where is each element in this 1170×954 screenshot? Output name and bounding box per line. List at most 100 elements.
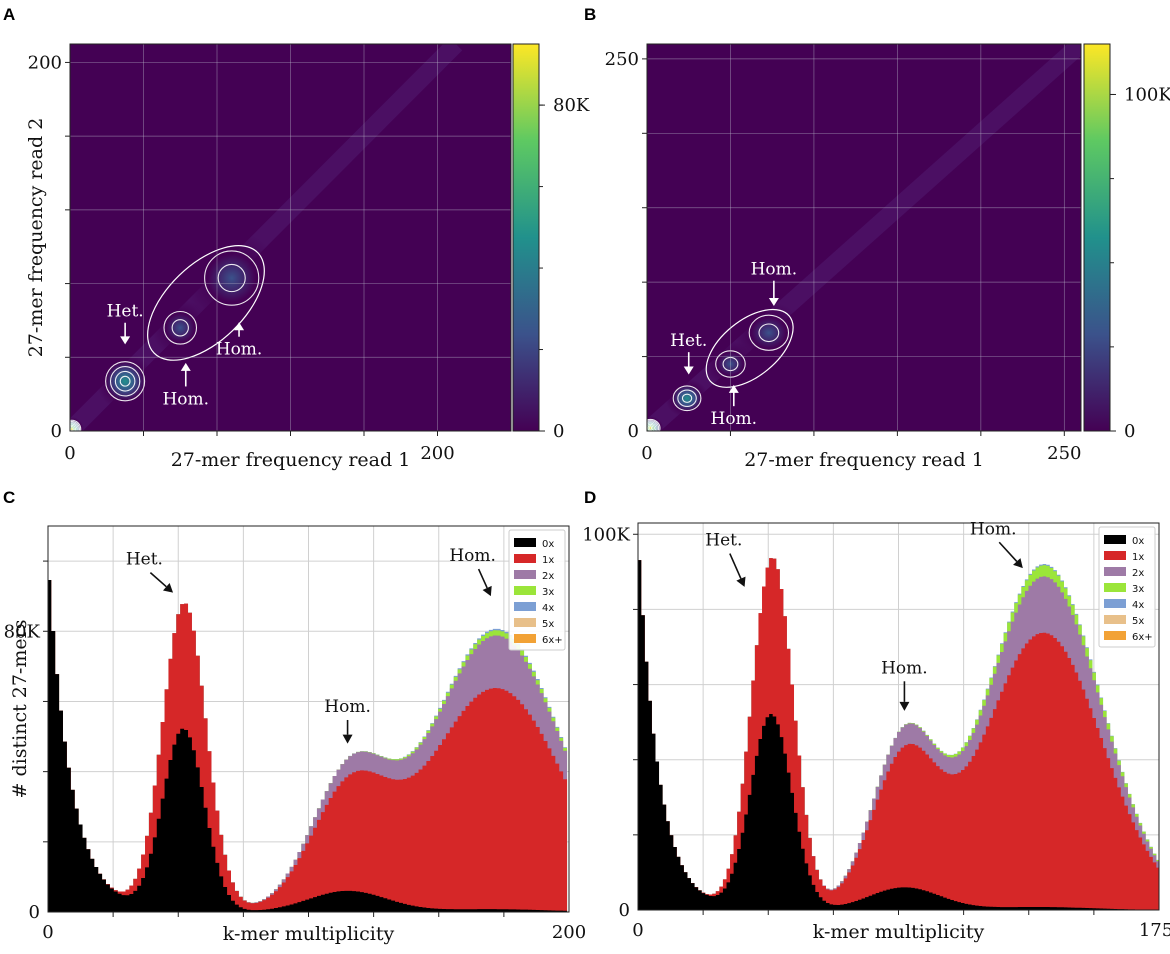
annotation: Hom. (162, 362, 209, 409)
legend-entry-label: 1x (1132, 552, 1144, 563)
contour-line (70, 426, 75, 431)
annotation: Het. (705, 531, 746, 587)
legend-entry-label: 4x (1132, 600, 1144, 611)
panel-letter-d: D (584, 488, 596, 507)
density-peak (665, 378, 709, 418)
legend-entry-label: 5x (542, 619, 554, 630)
x-tick-label: 200 (552, 922, 586, 943)
contour-line (105, 361, 146, 402)
annotation-arrow-head (120, 336, 131, 345)
x-axis-label: k-mer multiplicity (813, 921, 985, 943)
legend-swatch (1104, 599, 1126, 608)
contour-line (70, 420, 80, 431)
grid (70, 44, 511, 431)
contour-line (119, 375, 131, 387)
contour-line (114, 370, 136, 392)
contour-line (70, 422, 79, 431)
contour-line (705, 308, 794, 388)
annotation: Het. (107, 302, 144, 345)
annotation-label: Hom. (162, 389, 209, 409)
contour-line (109, 366, 141, 397)
legend-entry-label: 0x (1132, 536, 1144, 547)
y-tick-label: 0 (628, 421, 639, 442)
annotation: Het. (670, 331, 707, 375)
y-tick-label: 0 (51, 421, 62, 442)
histogram-bars (638, 558, 1159, 910)
contour-line (748, 314, 790, 351)
contour-line (70, 427, 74, 431)
legend-entry-label: 6x+ (1132, 632, 1153, 643)
y-tick-label: 250 (605, 49, 639, 70)
annotation-label: Hom. (216, 340, 263, 360)
y-axis-label: 27-mer frequency read 2 (25, 118, 47, 358)
legend-entry-label: 2x (542, 571, 554, 582)
legend-entry-label: 1x (542, 555, 554, 566)
y-tick-label: 0 (619, 900, 630, 921)
axes-frame (646, 43, 1082, 432)
y-tick-label: 0 (29, 902, 40, 923)
annotation-label: Hom. (751, 260, 798, 280)
annotation: Het. (126, 550, 174, 593)
x-tick-label: 250 (1047, 443, 1081, 464)
contour-line (648, 426, 653, 430)
panel-letter-a: A (3, 5, 15, 24)
panel-c-histogram: 0 200 0 80K k-mer multiplicity # distinct 27-… (4, 525, 586, 945)
legend-swatch (514, 570, 536, 579)
annotation-label: Het. (705, 531, 742, 551)
colorbar (512, 43, 540, 432)
annotation-arrow-head (736, 576, 746, 587)
annotation-arrow-shaft (729, 553, 742, 579)
annotation-label: Hom. (324, 697, 371, 717)
legend-swatch (514, 634, 536, 643)
contour-line (647, 425, 654, 431)
legend-swatch (1104, 583, 1126, 592)
x-axis-label: 27-mer frequency read 1 (171, 449, 411, 471)
colorbar-tick-label: 0 (553, 421, 564, 442)
annotation-arrow-head (899, 701, 910, 711)
panel-letter-c: C (3, 488, 15, 507)
y-axis-label: # distinct 27-mers (9, 620, 31, 799)
colorbar-tick-label: 80K (553, 95, 590, 116)
legend-swatch (514, 618, 536, 627)
density-peak (96, 352, 154, 410)
annotation-arrow-head (683, 366, 694, 375)
contour-line (217, 263, 246, 293)
annotation-label: Hom. (970, 519, 1017, 539)
y-tick-label: 100K (582, 524, 630, 545)
annotation: Hom. (970, 519, 1023, 569)
contour-line (171, 319, 189, 337)
panel-a-heatmap: 0 200 0 200 27-mer frequency read 1 27-mer fr… (25, 43, 590, 471)
contour-line (758, 323, 780, 343)
legend-entry-label: 0x (542, 539, 554, 550)
annotation: Hom. (449, 546, 496, 597)
annotation-arrow-shaft (477, 568, 488, 589)
annotation-arrow-shaft (998, 541, 1018, 562)
annotation-arrow-shaft (149, 572, 167, 588)
annotation-arrow-head (482, 585, 492, 597)
annotation-arrow-head (342, 734, 353, 744)
grid (647, 44, 1081, 431)
y-tick-label: 200 (28, 52, 62, 73)
annotation-label: Hom. (881, 658, 928, 678)
legend-swatch (514, 554, 536, 563)
annotation-arrow-head (162, 582, 174, 593)
contour-line (70, 423, 78, 431)
contour-line (70, 424, 77, 431)
legend-swatch (1104, 615, 1126, 624)
x-tick-label: 0 (632, 920, 643, 941)
annotation-arrow-head (234, 322, 245, 331)
density-peak (151, 299, 209, 357)
annotation: Hom. (216, 322, 263, 360)
legend-swatch (1104, 631, 1126, 640)
x-tick-label: 0 (641, 443, 652, 464)
legend: 0x 1x 2x 3x 4x 5x 6x+ (1098, 526, 1156, 648)
colorbar-tick-label: 0 (1124, 421, 1135, 442)
x-tick-label: 0 (64, 443, 75, 464)
panel-b-heatmap: 0 250 0 250 27-mer frequency read 1 Het. Hom. H… (605, 43, 1170, 471)
legend-swatch (514, 602, 536, 611)
panel-letter-b: B (584, 5, 596, 24)
legend-swatch (514, 586, 536, 595)
annotation: Hom. (881, 658, 928, 711)
annotation-label: Hom. (449, 546, 496, 566)
